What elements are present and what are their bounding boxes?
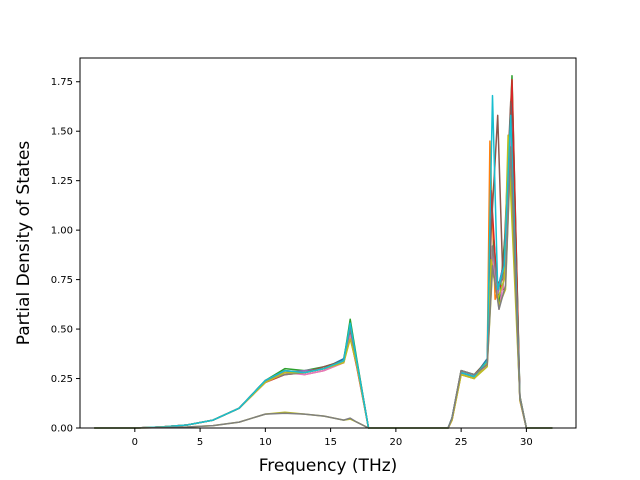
x-tick-label: 0 [132,437,138,448]
y-tick-label: 0.00 [51,424,73,435]
y-tick-label: 1.00 [51,226,73,237]
x-tick-label: 20 [390,437,403,448]
x-tick-label: 15 [324,437,337,448]
y-axis-ticks: 0.00 0.25 0.50 0.75 1.00 1.25 1.50 1.75 [51,77,80,435]
x-tick-label: 30 [520,437,533,448]
plot-frame [79,57,577,429]
y-tick-label: 0.25 [51,374,73,385]
y-tick-label: 0.50 [51,325,73,336]
y-axis-label: Partial Density of States [14,141,34,346]
x-axis-ticks: 0 5 10 15 20 25 30 [132,428,533,448]
y-tick-label: 0.75 [51,275,73,286]
x-tick-label: 10 [259,437,272,448]
x-tick-label: 25 [455,437,468,448]
y-tick-label: 1.75 [51,77,73,88]
y-tick-label: 1.25 [51,176,73,187]
y-tick-label: 1.50 [51,127,73,138]
x-tick-label: 5 [197,437,203,448]
x-axis-label: Frequency (THz) [259,456,398,476]
